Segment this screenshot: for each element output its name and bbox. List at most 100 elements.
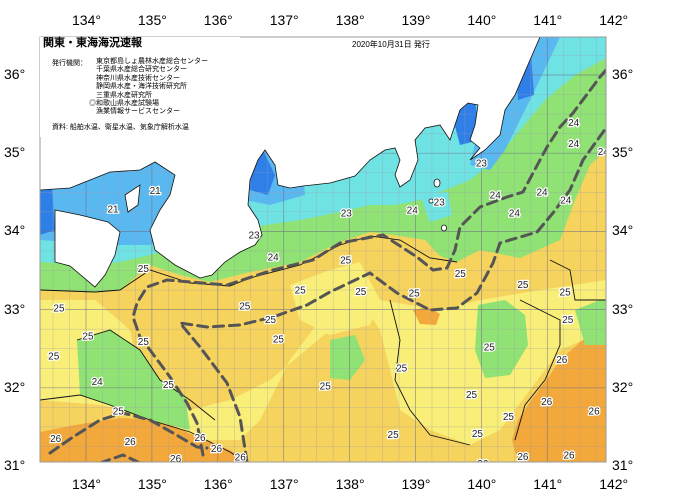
temperature-label: 24: [92, 377, 104, 388]
temperature-label: 25: [138, 337, 150, 348]
publisher: 千葉県水産総合研究センター: [96, 66, 187, 74]
publisher: 神奈川県水産技術センター: [96, 74, 180, 82]
lat-label-left: 36°: [4, 66, 26, 82]
temperature-labels: 21 21 23 23 23 23 24 24 24 24 24 24 24 24 24 24 25 25 25 25…: [47, 117, 610, 465]
publisher-list: 東京都島しょ農林水産総合センター 千葉県水産総合研究センター 神奈川県水産技術セ…: [89, 58, 208, 117]
publisher: ◎和歌山県水産試験場: [89, 100, 159, 108]
current-axis-line: [176, 126, 606, 462]
temperature-label: 25: [455, 269, 467, 280]
publisher: 静岡県水産・海洋技術研究所: [96, 83, 187, 91]
temperature-label: 25: [484, 342, 496, 353]
lat-label-left: 34°: [4, 222, 26, 239]
temperature-label: 23: [341, 209, 353, 220]
lon-label-top: 141°: [533, 12, 563, 28]
temperature-label: 24: [268, 252, 280, 263]
izu-island: [441, 224, 447, 232]
temperature-label: 25: [340, 256, 352, 267]
sea-23-area: [420, 192, 452, 222]
lat-label-left: 31°: [4, 457, 26, 473]
lon-label-bottom: 140°: [467, 476, 497, 492]
lon-label-top: 135°: [137, 12, 167, 28]
temperature-label: 26: [541, 397, 553, 408]
temperature-label: 26: [556, 355, 568, 366]
contour-line: [76, 329, 216, 421]
lon-label-bottom: 142°: [599, 476, 629, 492]
publisher-label: 発行機関：: [52, 60, 87, 67]
awaji-island: [124, 184, 141, 213]
lon-label-bottom: 137°: [269, 476, 299, 492]
lon-label-bottom: 135°: [137, 476, 167, 492]
izu-island: [433, 178, 441, 188]
temperature-label: 25: [503, 412, 515, 423]
sea-24-area: [330, 335, 365, 380]
temperature-label: 25: [388, 430, 400, 441]
temperature-label: 25: [163, 380, 175, 391]
temperature-label: 25: [113, 406, 125, 417]
temperature-label: 23: [248, 231, 260, 242]
sea-24-area: [475, 300, 528, 378]
temperature-label: 26: [125, 437, 137, 448]
kuroshio-axis: [48, 68, 606, 462]
lat-label-right: 35°: [612, 144, 634, 161]
sea-25-light-area: [40, 280, 606, 445]
lon-label-bottom: 136°: [203, 476, 233, 492]
temperature-label: 24: [568, 118, 580, 129]
izu-island: [428, 198, 434, 204]
temperature-label: 25: [48, 352, 60, 363]
issue-date: 2020年10月31日 発行: [352, 40, 430, 49]
lon-label-bottom: 134°: [72, 476, 101, 492]
contour-line: [514, 299, 561, 441]
temperature-label: 26: [211, 444, 223, 455]
temperature-label: 24: [560, 195, 572, 206]
temperature-label: 25: [560, 288, 572, 299]
sea-24-area: [575, 300, 606, 345]
temperature-label: 23: [434, 198, 446, 209]
lat-label-right: 32°: [612, 378, 634, 395]
temperature-label: 25: [53, 303, 65, 314]
lat-label-left: 32°: [4, 378, 26, 395]
temperature-label: 25: [239, 302, 251, 313]
temperature-label: 26: [170, 454, 182, 465]
current-axis-line: [131, 68, 606, 457]
temperature-label: 25: [265, 315, 277, 326]
lon-label-top: 136°: [203, 12, 233, 28]
lon-label-top: 134°: [72, 12, 101, 28]
publisher: 漁業情報サービスセンター: [96, 108, 180, 116]
sea-26-area: [40, 418, 250, 462]
map-frame: [39, 36, 607, 463]
lon-label-top: 142°: [599, 12, 629, 28]
legend-box: [40, 37, 240, 137]
shikoku-land: [54, 209, 121, 288]
temperature-label: 23: [476, 159, 488, 170]
lon-label-top: 139°: [401, 12, 431, 28]
current-axis-line: [48, 411, 209, 455]
temperature-label: 24: [490, 191, 502, 202]
temperature-label: 25: [396, 363, 408, 374]
publisher: 三重県水産研究所: [96, 91, 152, 99]
lon-label-top: 137°: [269, 12, 299, 28]
temperature-label: 24: [407, 206, 419, 217]
temperature-label: 25: [295, 285, 307, 296]
temperature-label: 25: [562, 315, 574, 326]
temperature-label: 26: [235, 453, 247, 464]
lat-label-right: 36°: [612, 66, 634, 82]
temperature-label: 21: [150, 186, 162, 197]
temperature-label: 25: [138, 264, 150, 275]
lat-label-right: 34°: [612, 222, 634, 239]
lat-label-left: 35°: [4, 144, 26, 161]
temperature-label: 25: [466, 390, 478, 401]
temperature-label: 24: [568, 139, 580, 150]
lon-label-bottom: 138°: [335, 476, 365, 492]
temperature-label: 24: [598, 147, 610, 158]
temperature-label: 26: [50, 434, 62, 445]
temperature-label: 26: [563, 450, 575, 461]
temperature-label: 25: [517, 280, 529, 291]
sea-21-area: [40, 188, 55, 235]
temperature-label: 25: [273, 335, 285, 346]
temperature-label: 24: [536, 188, 548, 199]
temperature-label: 25: [409, 288, 421, 299]
publisher: 東京都島しょ農林水産総合センター: [96, 58, 208, 65]
sea-24-area: [77, 330, 190, 430]
